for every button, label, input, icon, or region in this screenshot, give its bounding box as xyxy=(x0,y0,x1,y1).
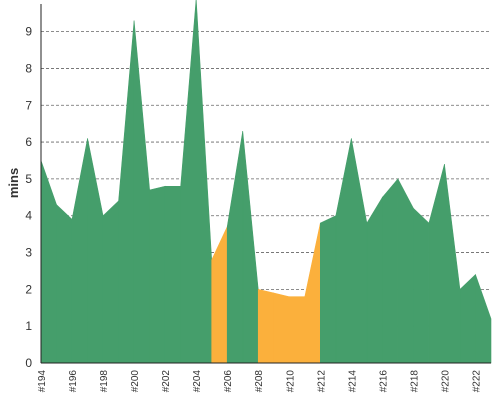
x-tick-214: #214 xyxy=(347,370,358,393)
area-segment-#221[interactable] xyxy=(459,273,476,364)
area-segment-#212[interactable] xyxy=(320,215,337,364)
y-axis-title: mins xyxy=(6,168,21,198)
x-tick-196: #196 xyxy=(68,370,79,393)
x-tick-204: #204 xyxy=(192,370,203,393)
area-segment-#207[interactable] xyxy=(242,131,259,364)
x-tick-220: #220 xyxy=(440,370,451,393)
y-tick-3: 3 xyxy=(25,246,32,260)
area-segment-#222[interactable] xyxy=(475,274,492,364)
area-segment-#214[interactable] xyxy=(351,138,368,364)
area-segment-#211[interactable] xyxy=(304,223,321,364)
area-segment-#218[interactable] xyxy=(413,207,430,364)
duration-areas xyxy=(40,0,492,364)
area-segment-#209[interactable] xyxy=(273,292,290,364)
y-tick-1: 1 xyxy=(25,319,32,333)
area-segment-#203[interactable] xyxy=(180,0,197,364)
area-segment-#208[interactable] xyxy=(257,288,275,364)
area-segment-#213[interactable] xyxy=(335,138,352,364)
x-tick-202: #202 xyxy=(161,370,172,393)
area-segment-#200[interactable] xyxy=(133,20,150,364)
area-segment-#215[interactable] xyxy=(366,196,383,364)
area-segment-#204[interactable] xyxy=(195,0,212,364)
area-segment-#198[interactable] xyxy=(102,200,119,364)
y-tick-2: 2 xyxy=(25,282,32,296)
y-tick-5: 5 xyxy=(25,172,32,186)
area-segment-#219[interactable] xyxy=(428,164,445,364)
area-segment-#201[interactable] xyxy=(149,185,166,364)
x-tick-labels: #194 #196 #198 #200 #202 #204 #206 #208 #210 #212… xyxy=(37,370,482,393)
y-tick-0: 0 xyxy=(25,356,32,370)
x-tick-200: #200 xyxy=(130,370,141,393)
y-tick-9: 9 xyxy=(25,25,32,39)
area-segment-#197[interactable] xyxy=(87,138,104,364)
area-segment-#217[interactable] xyxy=(397,178,414,364)
area-segment-#216[interactable] xyxy=(382,178,399,364)
area-segment-#202[interactable] xyxy=(164,185,181,364)
area-segment-#199[interactable] xyxy=(118,20,135,364)
x-tick-210: #210 xyxy=(285,370,296,393)
area-segment-#194[interactable] xyxy=(40,160,57,364)
area-segment-#220[interactable] xyxy=(444,164,461,364)
area-segment-#210[interactable] xyxy=(288,296,306,364)
area-segment-#196[interactable] xyxy=(71,138,88,364)
y-tick-labels: 0 1 2 3 4 5 6 7 8 9 xyxy=(25,25,32,370)
x-tick-222: #222 xyxy=(471,370,482,393)
x-tick-208: #208 xyxy=(254,370,265,393)
x-tick-216: #216 xyxy=(378,370,389,393)
area-segment-#206[interactable] xyxy=(226,130,244,364)
x-tick-212: #212 xyxy=(316,370,327,393)
area-segment-#205[interactable] xyxy=(211,226,228,364)
y-tick-6: 6 xyxy=(25,135,32,149)
x-tick-218: #218 xyxy=(409,370,420,393)
x-tick-206: #206 xyxy=(223,370,234,393)
x-tick-194: #194 xyxy=(37,370,48,393)
axes xyxy=(40,4,491,364)
x-tick-198: #198 xyxy=(99,370,110,393)
area-segment-#195[interactable] xyxy=(56,203,73,364)
y-tick-7: 7 xyxy=(25,98,32,112)
y-tick-4: 4 xyxy=(25,209,32,223)
y-tick-8: 8 xyxy=(25,61,32,75)
